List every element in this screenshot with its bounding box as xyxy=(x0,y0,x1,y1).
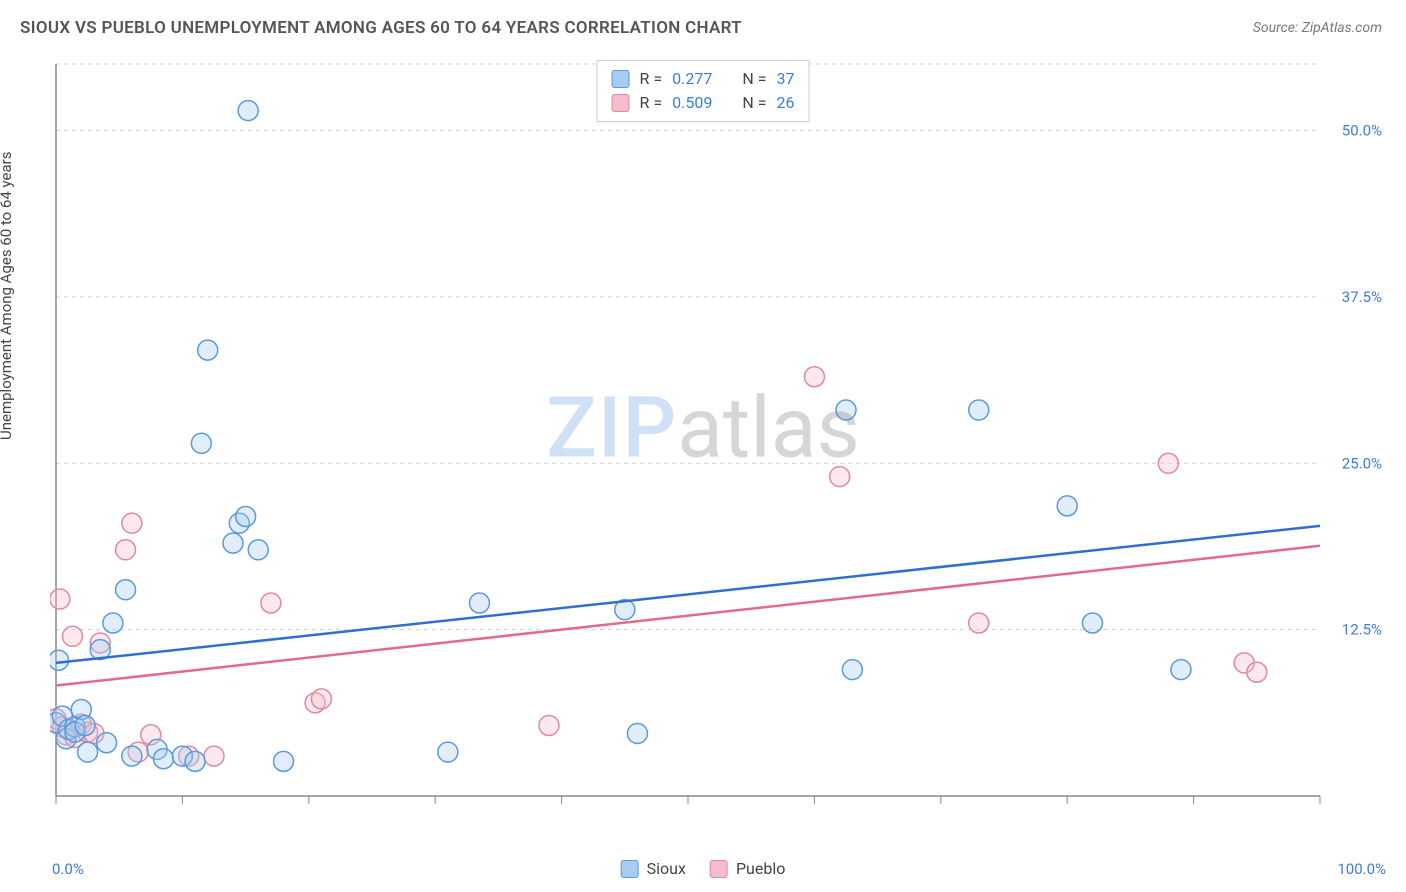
r-label: R = xyxy=(640,67,663,91)
r-label: R = xyxy=(640,91,663,115)
swatch-pueblo xyxy=(612,94,630,112)
svg-text:37.5%: 37.5% xyxy=(1342,288,1382,306)
svg-text:25.0%: 25.0% xyxy=(1342,454,1382,472)
swatch-sioux xyxy=(621,860,639,878)
r-value-sioux: 0.277 xyxy=(672,67,712,91)
r-value-pueblo: 0.509 xyxy=(672,91,712,115)
n-value-pueblo: 26 xyxy=(776,91,794,115)
svg-text:50.0%: 50.0% xyxy=(1342,122,1382,140)
n-value-sioux: 37 xyxy=(776,67,794,91)
source-attribution: Source: ZipAtlas.com xyxy=(1253,20,1382,36)
source-value: ZipAtlas.com xyxy=(1302,20,1382,36)
chart-plot-area: 12.5% 25.0% 37.5% 50.0% xyxy=(50,56,1390,836)
n-label: N = xyxy=(742,67,766,91)
x-axis-min-label: 0.0% xyxy=(52,860,84,878)
legend-row-sioux: R = 0.277 N = 37 xyxy=(612,67,795,91)
swatch-pueblo xyxy=(710,860,728,878)
svg-text:12.5%: 12.5% xyxy=(1342,621,1382,639)
legend-label-pueblo: Pueblo xyxy=(736,859,785,878)
legend-item-pueblo: Pueblo xyxy=(710,859,785,878)
chart-svg: 12.5% 25.0% 37.5% 50.0% xyxy=(50,56,1390,836)
source-label: Source: xyxy=(1253,20,1298,36)
series-legend: Sioux Pueblo xyxy=(621,859,786,878)
swatch-sioux xyxy=(612,70,630,88)
n-label: N = xyxy=(742,91,766,115)
legend-item-sioux: Sioux xyxy=(621,859,686,878)
correlation-legend: R = 0.277 N = 37 R = 0.509 N = 26 xyxy=(597,60,810,122)
legend-row-pueblo: R = 0.509 N = 26 xyxy=(612,91,795,115)
legend-label-sioux: Sioux xyxy=(647,859,686,878)
chart-title: SIOUX VS PUEBLO UNEMPLOYMENT AMONG AGES … xyxy=(20,18,742,38)
x-axis-max-label: 100.0% xyxy=(1337,860,1386,878)
y-axis-label: Unemployment Among Ages 60 to 64 years xyxy=(0,152,15,440)
